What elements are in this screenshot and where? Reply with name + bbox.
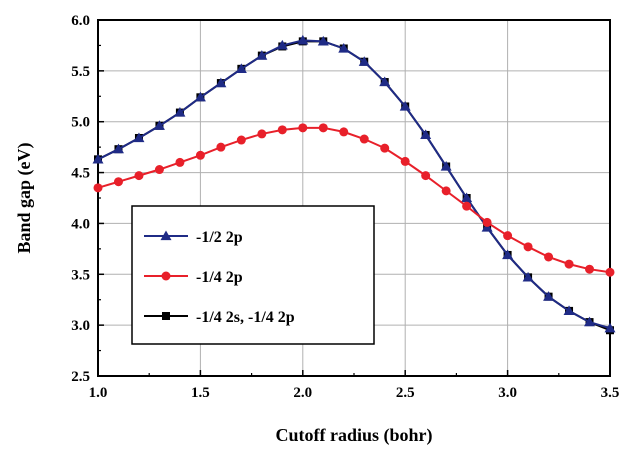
legend-marker xyxy=(162,312,170,320)
series-line xyxy=(97,39,611,330)
data-point xyxy=(523,242,533,252)
data-point xyxy=(543,291,555,301)
data-point xyxy=(112,143,124,154)
x-tick-label: 1.0 xyxy=(89,385,108,401)
legend-item: -1/4 2s, -1/4 2p xyxy=(144,309,295,326)
legend-label: -1/4 2p xyxy=(196,269,243,286)
data-point xyxy=(318,123,328,133)
data-point xyxy=(195,150,205,160)
x-tick-labels: 1.0 1.5 2.0 2.5 3.0 3.5 xyxy=(89,385,620,401)
data-point xyxy=(359,134,369,144)
y-tick-label: 4.5 xyxy=(71,166,90,182)
data-point xyxy=(563,305,575,316)
data-point xyxy=(522,271,534,282)
data-point xyxy=(441,186,451,196)
data-point xyxy=(440,160,452,171)
y-axis-title: Band gap (eV) xyxy=(14,142,35,253)
data-point xyxy=(379,76,391,87)
series-triangle xyxy=(92,34,616,333)
x-axis-title: Cutoff radius (bohr) xyxy=(275,425,432,446)
legend-label: -1/2 2p xyxy=(196,229,243,246)
data-point xyxy=(399,100,411,111)
series-circle xyxy=(93,123,615,277)
data-point xyxy=(339,127,349,137)
data-point xyxy=(502,249,514,260)
data-point xyxy=(564,259,574,269)
data-point xyxy=(93,183,103,193)
data-point xyxy=(276,39,288,50)
data-point xyxy=(298,123,308,133)
data-point xyxy=(236,135,246,145)
data-point xyxy=(420,129,432,140)
data-point xyxy=(154,165,164,175)
data-point xyxy=(544,252,554,262)
data-point xyxy=(338,42,350,53)
data-point xyxy=(585,264,595,274)
data-point xyxy=(400,156,410,166)
data-point xyxy=(175,157,185,167)
data-point xyxy=(584,316,596,327)
data-point xyxy=(92,153,104,164)
data-point xyxy=(257,129,267,139)
data-point xyxy=(604,322,616,333)
x-tick-label: 1.5 xyxy=(191,385,210,401)
data-point xyxy=(462,201,472,211)
data-point xyxy=(277,125,287,135)
data-point xyxy=(113,177,123,187)
axis-ticks xyxy=(97,19,611,377)
data-point xyxy=(215,77,227,88)
y-tick-label: 5.0 xyxy=(71,115,90,131)
data-point xyxy=(421,171,431,181)
y-tick-label: 5.5 xyxy=(71,64,90,80)
data-point xyxy=(461,192,473,203)
y-tick-label: 3.0 xyxy=(71,318,90,334)
data-point xyxy=(503,231,513,241)
y-tick-labels: 2.5 3.0 3.5 4.0 4.5 5.0 5.5 6.0 xyxy=(71,13,90,385)
data-point xyxy=(317,35,329,46)
y-tick-label: 3.5 xyxy=(71,267,90,283)
data-point xyxy=(380,143,390,153)
x-tick-label: 3.5 xyxy=(601,385,620,401)
y-tick-label: 4.0 xyxy=(71,216,90,232)
legend-item: -1/2 2p xyxy=(144,229,243,246)
data-point xyxy=(174,107,186,117)
data-point xyxy=(235,63,247,73)
legend-item: -1/4 2p xyxy=(144,269,243,286)
x-tick-label: 3.0 xyxy=(498,385,517,401)
x-tick-label: 2.5 xyxy=(396,385,415,401)
legend-marker xyxy=(161,271,171,281)
data-point xyxy=(216,142,226,152)
data-point xyxy=(297,34,309,45)
series-layer xyxy=(92,34,616,335)
data-point xyxy=(482,217,492,227)
legend-label: -1/4 2s, -1/4 2p xyxy=(196,309,295,326)
legend: -1/2 2p -1/4 2p -1/4 2s, -1/4 2p xyxy=(131,205,375,345)
legend-items: -1/2 2p -1/4 2p -1/4 2s, -1/4 2p xyxy=(144,229,295,326)
y-tick-label: 2.5 xyxy=(71,369,90,385)
data-point xyxy=(194,91,206,102)
data-point xyxy=(134,171,144,181)
data-point xyxy=(153,120,165,130)
data-point xyxy=(133,132,145,143)
y-tick-label: 6.0 xyxy=(71,13,90,29)
x-tick-label: 2.0 xyxy=(293,385,312,401)
data-point xyxy=(605,267,615,277)
legend-marker xyxy=(160,230,172,241)
data-point xyxy=(358,56,370,66)
data-point xyxy=(256,50,268,60)
